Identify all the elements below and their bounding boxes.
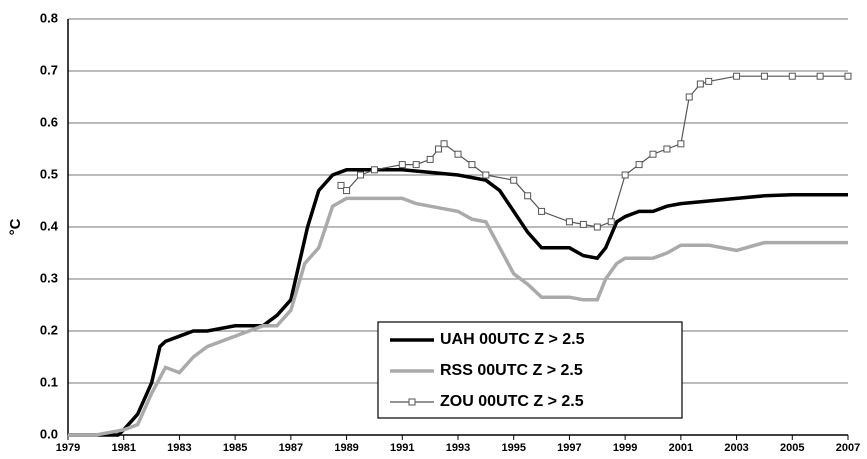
series-marker <box>468 161 476 169</box>
x-tick-label: 1989 <box>334 442 358 454</box>
legend-label: UAH 00UTC Z > 2.5 <box>440 331 585 348</box>
y-tick-label: 0.3 <box>40 270 58 285</box>
series-marker <box>565 218 573 226</box>
legend-label: ZOU 00UTC Z > 2.5 <box>440 393 584 410</box>
series-marker <box>685 93 693 101</box>
x-tick-label: 1997 <box>557 442 581 454</box>
series-marker <box>621 171 629 179</box>
y-tick-label: 0.5 <box>40 166 58 181</box>
series-marker <box>705 77 713 85</box>
x-tick-label: 1991 <box>390 442 414 454</box>
series-marker <box>593 223 601 231</box>
series-marker <box>579 220 587 228</box>
series-marker <box>788 72 796 80</box>
x-tick-label: 2007 <box>836 442 860 454</box>
series-marker <box>649 150 657 158</box>
series-line <box>68 168 848 437</box>
series-marker <box>696 80 704 88</box>
series-marker <box>760 72 768 80</box>
y-tick-label: 0.8 <box>40 10 58 25</box>
x-tick-label: 2001 <box>669 442 693 454</box>
y-tick-label: 0.7 <box>40 62 58 77</box>
series-marker <box>426 155 434 163</box>
series-marker <box>337 181 345 189</box>
series-marker <box>482 171 490 179</box>
x-tick-label: 1979 <box>56 442 80 454</box>
x-tick-label: 1995 <box>501 442 525 454</box>
series-marker <box>635 161 643 169</box>
series-marker <box>510 176 518 184</box>
x-tick-label: 1999 <box>613 442 637 454</box>
series-line <box>68 196 848 437</box>
y-tick-label: 0.6 <box>40 114 58 129</box>
series-marker <box>677 140 685 148</box>
series-marker <box>454 150 462 158</box>
series-marker <box>357 171 364 179</box>
y-tick-label: 0.4 <box>40 218 59 233</box>
y-tick-label: 0.1 <box>40 374 58 389</box>
series-marker <box>370 166 378 174</box>
series-marker <box>663 145 671 153</box>
series-marker <box>607 218 615 226</box>
series-marker <box>343 187 351 195</box>
series-marker <box>733 72 741 80</box>
legend-marker <box>408 398 416 406</box>
x-tick-label: 1987 <box>279 442 303 454</box>
x-tick-label: 1993 <box>446 442 470 454</box>
y-axis-label: °C <box>7 218 24 235</box>
series-marker <box>844 72 852 80</box>
x-tick-label: 2003 <box>724 442 748 454</box>
legend: UAH 00UTC Z > 2.5 RSS 00UTC Z > 2.5 ZOU 00… <box>377 321 683 419</box>
y-tick-label: 0.2 <box>40 322 58 337</box>
x-tick-label: 2005 <box>780 442 804 454</box>
series-marker <box>538 207 546 215</box>
series-marker <box>398 161 406 169</box>
series-marker <box>816 72 824 80</box>
x-tick-label: 1981 <box>111 442 135 454</box>
y-tick-label: 0.0 <box>40 426 58 441</box>
series-marker <box>435 145 442 153</box>
x-tick-label: 1983 <box>167 442 191 454</box>
series-marker <box>440 140 448 148</box>
series-marker <box>412 161 420 169</box>
series-marker <box>524 192 532 200</box>
x-tick-label: 1985 <box>223 442 247 454</box>
legend-label: RSS 00UTC Z > 2.5 <box>440 362 583 379</box>
